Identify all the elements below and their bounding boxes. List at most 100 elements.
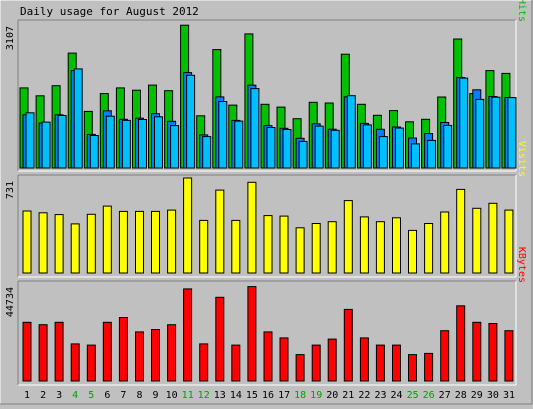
day-label-26: 26	[423, 390, 435, 401]
bar-visits-day-12	[199, 219, 209, 274]
bar-kbytes-day-20	[327, 338, 337, 382]
bar-pages-day-22	[362, 124, 372, 169]
bar-visits-day-10	[167, 209, 177, 274]
bar-kbytes-day-18	[295, 354, 305, 382]
bar-visits-day-7	[118, 210, 128, 274]
bar-pages-day-1	[25, 112, 35, 169]
bar-pages-day-18	[298, 140, 308, 169]
day-label-19: 19	[310, 390, 322, 401]
bar-kbytes-day-26	[424, 352, 434, 382]
max-value-label: 3107	[5, 26, 16, 50]
bar-pages-day-21	[346, 95, 356, 169]
day-label-15: 15	[246, 390, 258, 401]
bar-visits-day-14	[231, 219, 241, 274]
bar-visits-day-9	[151, 210, 160, 274]
bar-pages-day-6	[105, 115, 115, 169]
bar-pages-day-27	[443, 124, 453, 169]
day-label-9: 9	[152, 390, 158, 401]
day-label-24: 24	[390, 390, 402, 401]
bar-pages-day-17	[282, 129, 292, 169]
bar-pages-day-24	[395, 127, 404, 169]
bar-visits-day-22	[359, 216, 369, 274]
day-label-2: 2	[40, 390, 46, 401]
day-label-28: 28	[455, 390, 467, 401]
day-label-17: 17	[278, 390, 290, 401]
bar-visits-day-3	[54, 214, 64, 274]
panels-layer: 3107 Pages/Files/Hits 731 Visits 44734 KBytes	[5, 0, 527, 386]
bar-kbytes-day-14	[231, 344, 241, 382]
series-axis-label: Pages/Files/Hits	[516, 0, 527, 22]
panel-visits: 731 Visits	[5, 141, 527, 278]
bar-visits-day-13	[215, 189, 225, 274]
max-value-label: 731	[5, 181, 16, 199]
day-label-18: 18	[294, 390, 306, 401]
bar-pages-day-26	[427, 139, 437, 169]
bar-visits-day-19	[311, 223, 321, 274]
bar-visits-day-18	[295, 227, 305, 274]
bar-visits-day-31	[504, 209, 514, 274]
bar-pages-day-7	[121, 119, 131, 169]
bar-pages-day-12	[202, 136, 212, 169]
bar-kbytes-day-28	[456, 305, 466, 382]
bar-pages-day-31	[507, 97, 517, 169]
day-label-11: 11	[182, 390, 194, 401]
bar-visits-day-15	[247, 181, 257, 274]
bar-pages-day-13	[218, 101, 228, 169]
bar-kbytes-day-29	[472, 321, 482, 382]
series-axis-label: Visits	[516, 141, 527, 177]
bar-kbytes-day-27	[440, 330, 450, 382]
bar-pages-day-30	[491, 96, 501, 169]
bar-pages-day-29	[475, 98, 485, 169]
bar-pages-day-16	[266, 127, 276, 169]
series-label-part: Hits	[516, 0, 527, 22]
bar-pages-day-20	[330, 129, 340, 169]
bar-kbytes-day-1	[22, 321, 32, 382]
bar-visits-day-24	[392, 217, 401, 274]
day-label-16: 16	[262, 390, 274, 401]
day-label-4: 4	[72, 390, 78, 401]
day-label-14: 14	[230, 390, 242, 401]
day-label-21: 21	[342, 390, 354, 401]
bar-kbytes-day-10	[167, 324, 177, 382]
bar-kbytes-day-17	[279, 337, 289, 382]
bar-visits-day-2	[38, 212, 48, 274]
bar-visits-day-11	[183, 177, 193, 274]
bar-kbytes-day-9	[151, 329, 160, 382]
bar-visits-day-28	[456, 188, 466, 274]
bar-pages-day-11	[186, 74, 196, 169]
series-label-part: KBytes	[516, 247, 527, 283]
bar-pages-day-9	[154, 116, 163, 169]
panel-hits-files-pages: 3107 Pages/Files/Hits	[5, 0, 527, 172]
day-label-5: 5	[88, 390, 94, 401]
day-label-29: 29	[471, 390, 483, 401]
day-label-7: 7	[120, 390, 126, 401]
series-axis-label: KBytes	[516, 247, 527, 283]
bar-visits-day-1	[22, 210, 32, 274]
max-value-label: 44734	[5, 287, 16, 317]
bar-pages-day-25	[411, 143, 420, 169]
bar-visits-day-30	[488, 202, 498, 274]
bar-kbytes-day-8	[135, 331, 144, 382]
bar-visits-day-17	[279, 215, 289, 274]
bar-visits-day-16	[263, 215, 273, 274]
bar-kbytes-day-16	[263, 331, 273, 382]
day-label-27: 27	[439, 390, 451, 401]
bar-visits-day-8	[135, 210, 144, 274]
bar-pages-day-8	[138, 119, 147, 169]
bar-pages-day-23	[378, 136, 388, 169]
bar-pages-day-2	[41, 121, 51, 169]
bar-visits-day-20	[327, 221, 337, 274]
day-label-23: 23	[374, 390, 386, 401]
bar-visits-day-29	[472, 207, 482, 274]
bar-visits-day-25	[408, 229, 417, 274]
bar-kbytes-day-2	[38, 324, 48, 382]
day-label-10: 10	[166, 390, 178, 401]
day-label-8: 8	[136, 390, 142, 401]
chart-title: Daily usage for August 2012	[20, 5, 199, 18]
bar-pages-day-14	[234, 120, 244, 169]
day-label-12: 12	[198, 390, 210, 401]
day-label-3: 3	[56, 390, 62, 401]
bar-pages-day-3	[57, 115, 67, 169]
